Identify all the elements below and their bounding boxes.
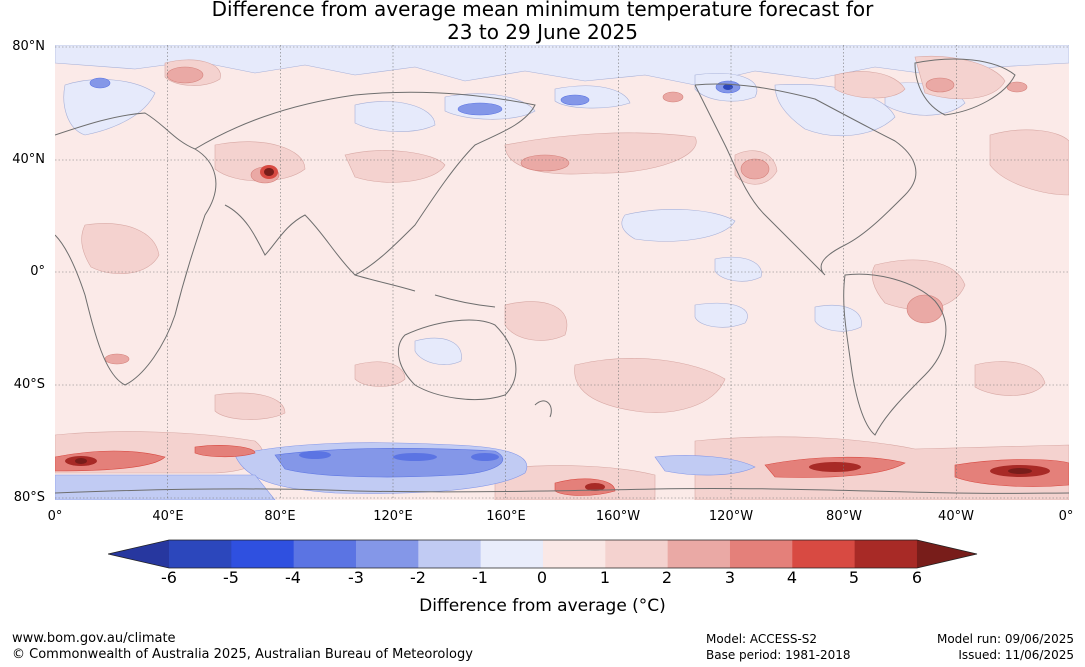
colorbar-tick-label: -3 [348, 568, 364, 587]
colorbar-tick-label: -6 [161, 568, 177, 587]
colorbar-label: Difference from average (°C) [419, 596, 666, 616]
cool-anomaly-southern-ocean-core [299, 451, 499, 461]
temperature-anomaly-map [55, 45, 1069, 500]
footer-base-period: Base period: 1981-2018 [706, 648, 851, 662]
warm-anomaly-tibet-core [264, 168, 274, 176]
colorbar-outline [108, 539, 978, 569]
colorbar-tick-label: -2 [410, 568, 426, 587]
colorbar-tick-label: 0 [536, 568, 548, 587]
colorbar-tick-label: 2 [661, 568, 673, 587]
lon-label-40e: 40°E [152, 509, 184, 524]
warm-anomaly-extreme [75, 458, 1032, 474]
map-title-line-1: Difference from average mean minimum tem… [211, 0, 874, 21]
colorbar-tick-label: 5 [848, 568, 860, 587]
colorbar-tick-label: 1 [599, 568, 611, 587]
lat-label-40s: 40°S [13, 377, 45, 392]
footer-model-run: Model run: 09/06/2025 [936, 632, 1074, 646]
lon-label-40w: 40°W [938, 509, 974, 524]
colorbar-segment [231, 540, 295, 568]
colorbar-segment [169, 540, 232, 568]
lon-label-160e: 160°E [486, 509, 526, 524]
cool-anomaly-core [723, 84, 733, 90]
lat-label-80n: 80°N [12, 39, 45, 54]
cool-anomaly-tropics [414, 209, 862, 365]
footer-issued: Issued: 11/06/2025 [958, 648, 1074, 662]
graticule [55, 45, 1069, 500]
colorbar-tick-label: 3 [724, 568, 736, 587]
cool-anomaly-southern-ocean-strong [274, 448, 504, 478]
footer-website: www.bom.gov.au/climate [12, 631, 176, 646]
colorbar-segment [542, 540, 606, 568]
lon-label-0-right: 0° [1058, 509, 1074, 524]
colorbar-segment [792, 540, 856, 568]
lat-label-40n: 40°N [12, 152, 45, 167]
colorbar-segment [854, 540, 918, 568]
warm-anomaly-moderate [104, 66, 1028, 365]
colorbar-extend-max [916, 540, 977, 568]
colorbar-segment [480, 540, 544, 568]
lon-label-120e: 120°E [373, 509, 413, 524]
colorbar-segment [605, 540, 669, 568]
colorbar-extend-min [108, 540, 169, 568]
lon-label-0-left: 0° [47, 509, 63, 524]
lon-label-80e: 80°E [264, 509, 296, 524]
lon-label-120w: 120°W [708, 509, 754, 524]
coastlines [55, 58, 1069, 494]
lat-label-80s: 80°S [13, 490, 45, 505]
colorbar-tick-label: -1 [472, 568, 488, 587]
colorbar-segment [293, 540, 357, 568]
colorbar-segment [355, 540, 419, 568]
colorbar-tick-label: -5 [223, 568, 239, 587]
lat-label-0: 0° [30, 264, 45, 279]
colorbar-tick-label: 4 [786, 568, 798, 587]
colorbar-segment [729, 540, 793, 568]
map-title-line-2: 23 to 29 June 2025 [447, 20, 638, 44]
lon-label-80w: 80°W [826, 509, 862, 524]
colorbar-segment [667, 540, 731, 568]
colorbar-tick-label: 6 [911, 568, 923, 587]
footer-model: Model: ACCESS-S2 [706, 632, 818, 646]
colorbar-segment [418, 540, 482, 568]
footer-copyright: © Commonwealth of Australia 2025, Austra… [12, 647, 473, 662]
colorbar-tick-label: -4 [285, 568, 301, 587]
colorbar [108, 539, 978, 569]
lon-label-160w: 160°W [595, 509, 641, 524]
